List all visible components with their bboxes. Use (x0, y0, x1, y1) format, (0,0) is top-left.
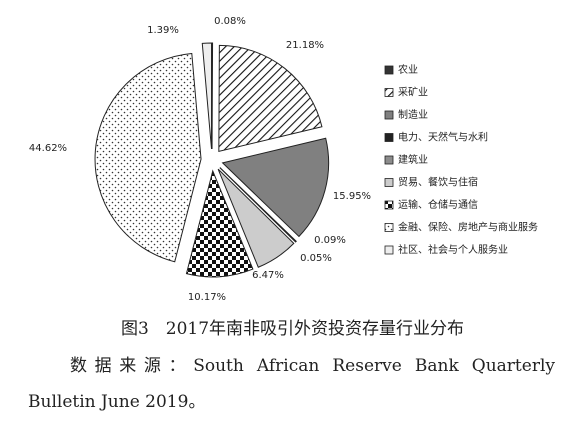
pie-slice (217, 168, 295, 268)
legend-swatch (384, 200, 394, 210)
legend-label: 农业 (398, 63, 418, 76)
value-label: 0.09% (314, 235, 346, 246)
value-label: 6.47% (252, 270, 284, 281)
value-label: 0.05% (300, 253, 332, 264)
legend-swatch (384, 65, 394, 75)
pie-slice (218, 44, 323, 153)
value-label: 44.62% (29, 143, 67, 154)
legend-swatch (384, 178, 394, 187)
legend-label: 电力、天然气与水利 (398, 131, 488, 144)
source-note: 数据来源：South African Reserve Bank Quarterl… (28, 356, 555, 412)
value-label: 21.18% (286, 40, 324, 51)
pie-slice (201, 42, 213, 150)
figure-caption: 图3 2017年南非吸引外资投资存量行业分布 (120, 319, 465, 339)
pie-slice (94, 52, 202, 263)
value-label: 0.08% (214, 16, 246, 27)
pie-slice (185, 169, 254, 278)
legend-label: 采矿业 (398, 86, 428, 99)
legend-swatch (384, 88, 394, 97)
legend-label: 社区、社会与个人服务业 (398, 243, 508, 256)
legend-label: 贸易、餐饮与住宿 (398, 176, 478, 189)
chart: 0.08% 21.18% 15.95% 0.09% 0.05% 6.47% 10.17% 44… (29, 16, 538, 303)
legend-label: 制造业 (398, 108, 428, 121)
legend-swatch (384, 223, 394, 232)
legend-swatch (384, 245, 394, 255)
value-label: 10.17% (188, 292, 226, 303)
legend-label: 建筑业 (398, 153, 428, 166)
legend-label: 运输、仓储与通信 (398, 198, 478, 211)
legend-label: 金融、保险、房地产与商业服务 (398, 221, 538, 234)
value-label: 1.39% (147, 25, 179, 36)
legend-swatch (384, 133, 394, 142)
legend-swatch (384, 110, 394, 120)
pie-slice (221, 137, 330, 238)
pie-slice (219, 167, 297, 243)
value-label: 15.95% (333, 191, 371, 202)
pie-slice (211, 42, 214, 150)
legend-swatch (384, 155, 394, 165)
